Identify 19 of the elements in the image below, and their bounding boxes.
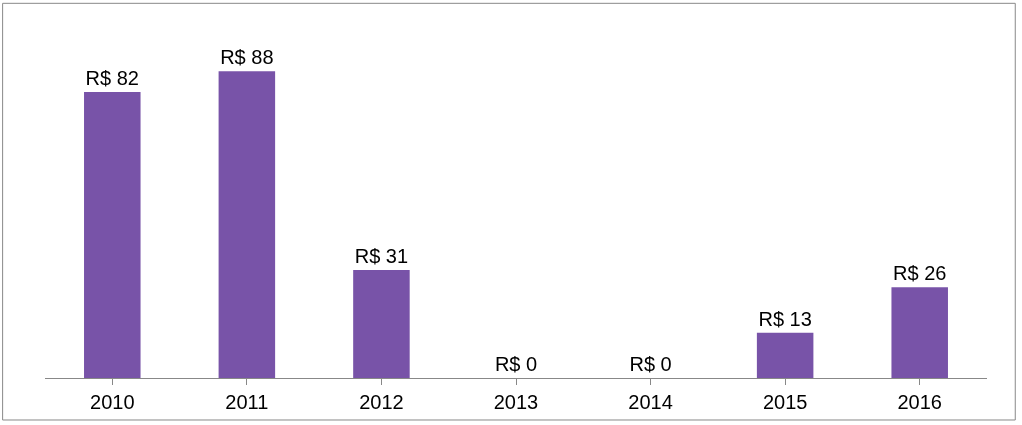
bar (756, 332, 814, 378)
x-tick-label: 2013 (493, 391, 539, 413)
data-label: R$ 26 (893, 262, 947, 285)
data-label: R$ 88 (220, 46, 274, 69)
data-label: R$ 82 (85, 67, 139, 90)
x-tick-label: 2011 (225, 391, 269, 413)
data-label: R$ 31 (354, 244, 409, 267)
bar (891, 287, 948, 378)
bar (353, 269, 410, 378)
data-label: R$ 0 (494, 353, 538, 375)
x-tick-label: 2010 (90, 391, 135, 413)
bar (218, 71, 276, 378)
bar (84, 92, 141, 378)
data-label: R$ 0 (629, 353, 672, 375)
x-tick-label: 2014 (628, 391, 673, 413)
data-label: R$ 13 (758, 307, 812, 330)
x-tick-label: 2015 (762, 391, 808, 413)
x-tick-label: 2016 (897, 391, 942, 413)
x-tick-label: 2012 (359, 391, 404, 413)
